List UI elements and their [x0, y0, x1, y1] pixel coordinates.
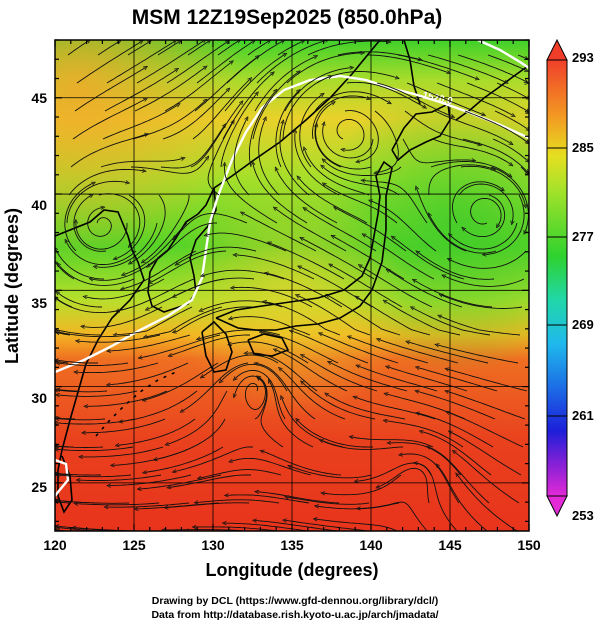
x-tick-label: 125 — [122, 537, 146, 553]
y-tick-label: 45 — [31, 90, 47, 106]
colorbar-max-label: 293 — [572, 50, 594, 65]
colorbar-min-label: 253 — [572, 508, 594, 523]
plot-area: 1520.0 — [55, 40, 529, 531]
y-tick-label: 30 — [31, 390, 47, 406]
colorbar-tick-label: 277 — [572, 229, 594, 244]
colorbar-tick-label: 285 — [572, 140, 594, 155]
y-tick-label: 40 — [31, 197, 47, 213]
colorbar-tick-label: 269 — [572, 317, 594, 332]
y-axis-label: Latitude (degrees) — [2, 208, 22, 364]
x-tick-label: 135 — [280, 537, 304, 553]
colorbar: 293 285 277 269 261 253 — [547, 40, 594, 523]
colorbar-scale — [547, 60, 567, 496]
x-tick-label: 130 — [201, 537, 225, 553]
y-tick-label: 35 — [31, 295, 47, 311]
map-title: MSM 12Z19Sep2025 (850.0hPa) — [132, 6, 443, 29]
x-tick-label: 120 — [43, 537, 67, 553]
credit-data: Data from http://database.rish.kyoto-u.a… — [151, 609, 438, 621]
x-axis: 120 125 130 135 140 145 150 Longitude (d… — [43, 537, 541, 580]
credit-drawing: Drawing by DCL (https://www.gfd-dennou.o… — [152, 595, 438, 607]
colorbar-tick-label: 261 — [572, 408, 594, 423]
x-tick-label: 150 — [517, 537, 541, 553]
x-axis-label: Longitude (degrees) — [205, 560, 378, 580]
x-tick-label: 145 — [438, 537, 462, 553]
y-tick-label: 25 — [31, 479, 47, 495]
x-tick-label: 140 — [359, 537, 383, 553]
colorbar-top-arrow — [547, 40, 567, 60]
colorbar-bottom-arrow — [547, 496, 567, 516]
y-axis: 25 30 35 40 45 Latitude (degrees) — [2, 90, 47, 495]
